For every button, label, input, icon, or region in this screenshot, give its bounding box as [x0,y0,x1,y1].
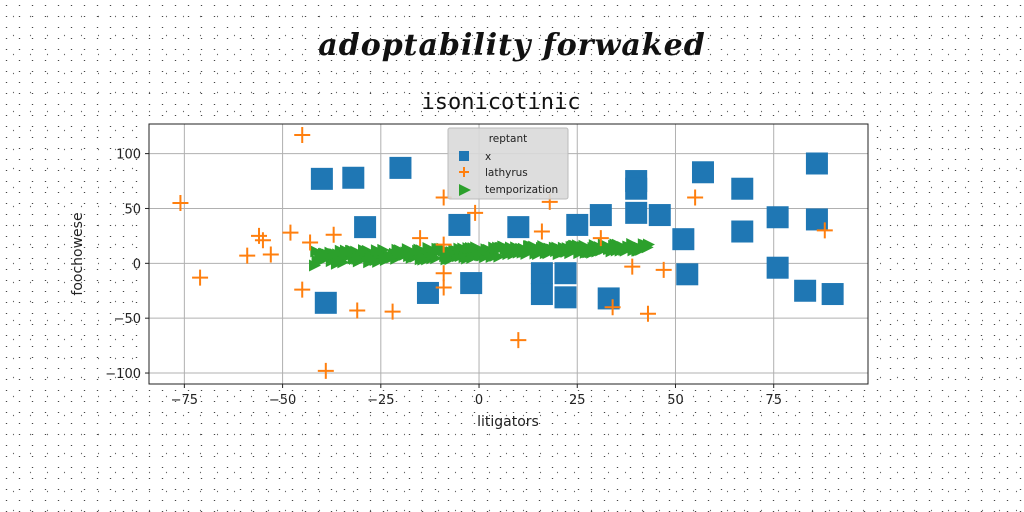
x-point [507,216,530,239]
lathyrus-point [282,224,299,241]
x-point [554,286,577,309]
lathyrus-point [624,258,641,275]
lathyrus-point [604,299,621,316]
x-point [766,206,789,229]
lathyrus-point [172,194,189,211]
x-ticks: −75 −50 −25 0 25 50 75 [171,384,782,408]
legend-box [447,127,569,200]
lathyrus-point [592,230,609,247]
x-point [416,281,439,304]
x-point [566,213,589,236]
x-point [676,263,699,286]
lathyrus-point [317,362,334,379]
x-point [731,177,754,200]
lathyrus-point [510,332,527,349]
x-point [672,228,695,251]
legend-marker-temporization [459,184,471,196]
x-tick-label: −75 [171,393,198,408]
x-point [625,177,648,200]
y-tick-label: 100 [116,148,141,163]
x-point [314,291,337,314]
y-axis-label: foochowese [70,212,86,295]
x-point [805,152,828,175]
x-point [389,156,412,179]
x-point [766,256,789,279]
temporization-point [642,238,655,251]
lathyrus-point [816,222,833,239]
legend-title: reptant [489,133,528,145]
lathyrus-point [294,281,311,298]
x-point [354,216,377,239]
x-tick-label: −25 [367,393,394,408]
lathyrus-point [435,279,452,296]
lathyrus-point [254,232,271,249]
temporization-point [430,252,443,265]
lathyrus-point [412,230,429,247]
lathyrus-point [435,265,452,282]
x-point [597,287,620,310]
lathyrus-point [192,269,209,286]
legend-label-lathyrus: lathyrus [485,167,528,179]
plot-frame [148,123,869,385]
x-tick-label: 75 [765,393,782,408]
lathyrus-point [639,305,656,322]
x-tick-label: 50 [667,393,684,408]
x-point [530,283,553,306]
lathyrus-point [435,236,452,253]
series-x [310,152,844,314]
chart-title: isonicotinic [422,90,581,115]
x-point [625,201,648,224]
lathyrus-point [262,246,279,263]
y-tick-label: −50 [114,312,141,327]
x-axis-label: litigators [477,414,539,430]
x-point [448,213,471,236]
x-point [342,166,365,189]
lathyrus-point [349,302,366,319]
y-ticks: −100 −50 0 50 100 [105,148,149,382]
lathyrus-point [533,223,550,240]
x-tick-label: 25 [569,393,586,408]
lathyrus-point [294,126,311,143]
legend-label-x: x [485,151,491,163]
x-point [794,279,817,302]
series-lathyrus [172,126,833,379]
x-point [648,204,671,227]
legend-marker-x [459,151,469,161]
series-temporization [309,237,655,272]
figure-suptitle: adoptability forwaked [318,28,706,63]
x-point [554,262,577,285]
lathyrus-point [302,234,319,251]
x-tick-label: 0 [475,393,483,408]
legend: reptant x lathyrus temporization [447,127,569,200]
x-point [310,167,333,190]
x-tick-label: −50 [269,393,296,408]
y-tick-label: −100 [105,367,141,382]
series-layer [172,126,844,379]
lathyrus-point [239,247,256,264]
x-point [731,220,754,243]
y-tick-label: 50 [124,202,141,217]
lathyrus-point [467,204,484,221]
x-point [805,208,828,231]
x-point [530,262,553,285]
lathyrus-point [655,261,672,278]
legend-label-temporization: temporization [485,184,558,196]
x-point [691,161,714,184]
lathyrus-point [687,189,704,206]
lathyrus-point [325,226,342,243]
x-point [589,204,612,227]
legend-marker-lathyrus [459,167,469,177]
x-point [821,283,844,306]
lathyrus-point [384,303,401,320]
y-tick-label: 0 [133,257,141,272]
x-point [460,272,483,295]
